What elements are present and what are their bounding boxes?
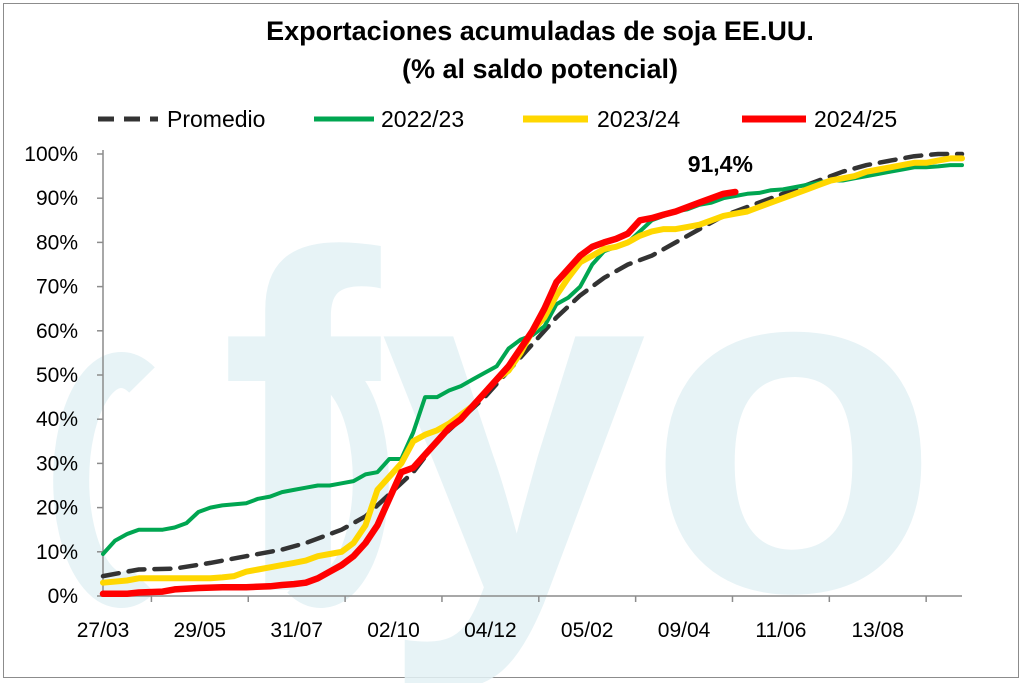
x-tick-label: 11/06 bbox=[755, 619, 806, 642]
x-tick-label: 09/04 bbox=[658, 619, 711, 642]
x-tick-label: 27/03 bbox=[77, 619, 130, 642]
y-tick-label: 70% bbox=[36, 276, 78, 299]
annotation-last-value: 91,4% bbox=[688, 151, 753, 177]
x-tick-label: 04/12 bbox=[464, 619, 517, 642]
x-tick-label: 31/07 bbox=[270, 619, 323, 642]
series-layer bbox=[99, 151, 965, 598]
y-tick-label: 0% bbox=[48, 585, 78, 608]
watermark-text: fyo bbox=[220, 155, 940, 683]
x-tick-label: 05/02 bbox=[561, 619, 614, 642]
watermark-logo: fyo bbox=[53, 155, 940, 683]
x-tick-label: 13/08 bbox=[851, 619, 904, 642]
x-axis-ticks: 27/03 29/05 31/07 02/10 04/12 05/02 09/04 11/06… bbox=[77, 596, 927, 642]
y-tick-label: 20% bbox=[36, 497, 78, 520]
chart-frame bbox=[3, 3, 1019, 678]
x-tick-label: 29/05 bbox=[174, 619, 227, 642]
y-tick-label: 30% bbox=[36, 452, 78, 475]
y-tick-label: 50% bbox=[36, 364, 78, 387]
legend-label-2023-24: 2023/24 bbox=[597, 106, 680, 132]
series-line-2024-25 bbox=[99, 188, 739, 598]
y-tick-label: 60% bbox=[36, 320, 78, 343]
series-line-2023-24 bbox=[100, 155, 965, 586]
legend-label-2024-25: 2024/25 bbox=[814, 106, 897, 132]
chart-title: Exportaciones acumuladas de soja EE.UU. bbox=[266, 16, 814, 46]
legend-label-promedio: Promedio bbox=[167, 106, 265, 132]
legend: Promedio 2022/23 2023/24 2024/25 bbox=[98, 106, 897, 132]
x-tick-label: 02/10 bbox=[367, 619, 420, 642]
series-line-promedio bbox=[100, 151, 965, 579]
y-tick-label: 90% bbox=[36, 187, 78, 210]
y-tick-label: 100% bbox=[24, 143, 78, 166]
y-tick-label: 80% bbox=[36, 231, 78, 254]
y-tick-label: 10% bbox=[36, 541, 78, 564]
y-axis-ticks: 0% 10% 20% 30% 40% 50% 60% 70% 80% 90% 100% bbox=[24, 143, 103, 608]
y-tick-label: 40% bbox=[36, 408, 78, 431]
chart-subtitle: (% al saldo potencial) bbox=[402, 54, 678, 84]
legend-label-2022-23: 2022/23 bbox=[381, 106, 464, 132]
